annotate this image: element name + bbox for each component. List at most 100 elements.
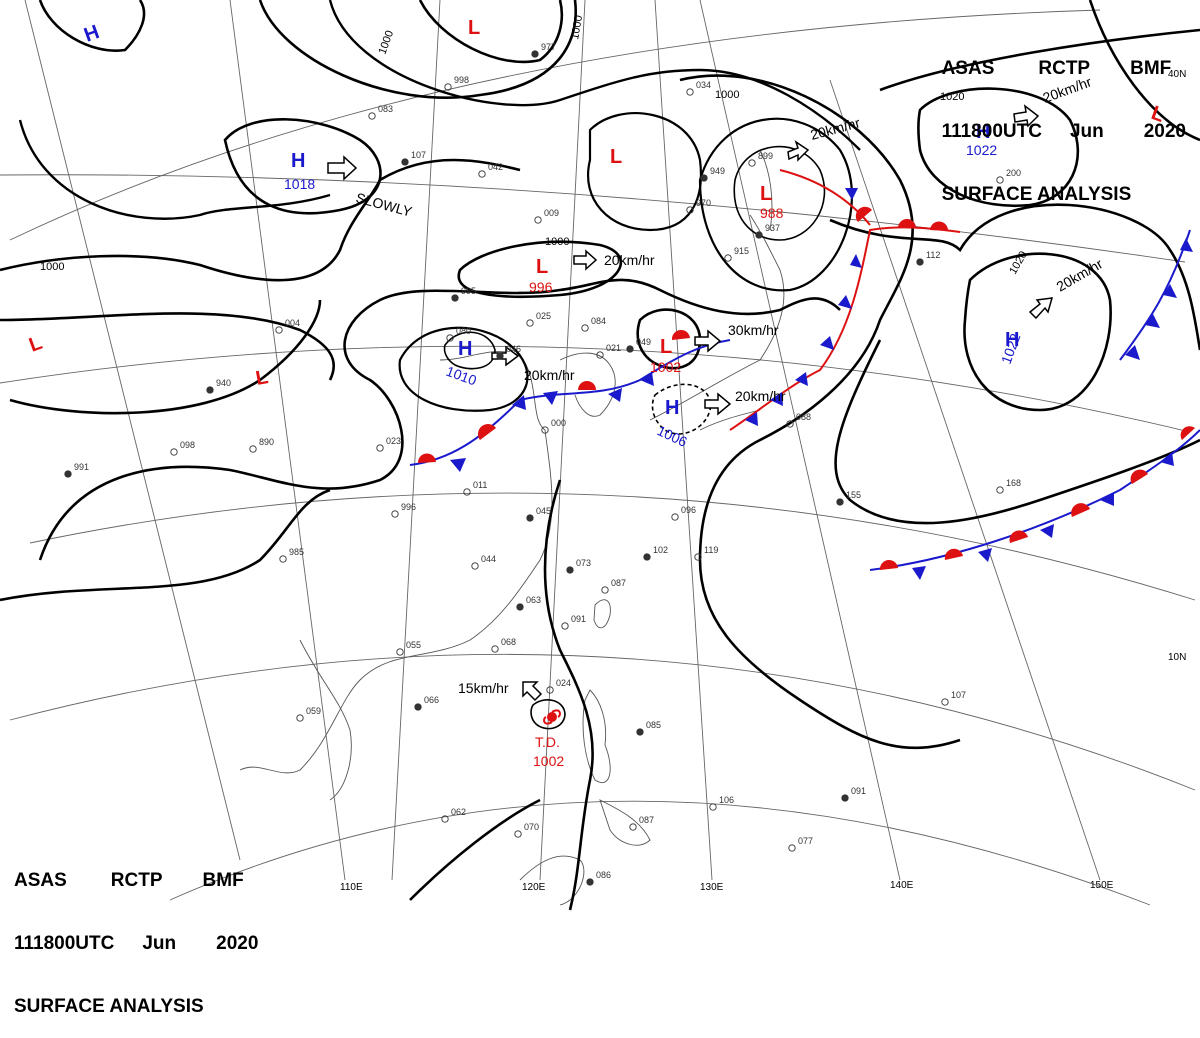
station-marker — [996, 486, 1004, 494]
low-center-value: 988 — [760, 205, 784, 221]
pressure-centers: H H 1018 L L L 996 H 1010 L 1002 H 1006 … — [26, 17, 1167, 769]
header-office: BMF — [202, 870, 244, 891]
longitude-label: 120E — [522, 882, 546, 893]
stationary-front — [409, 339, 731, 466]
isobar-label: 1000 — [40, 261, 64, 273]
station-pressure: 011 — [473, 480, 487, 490]
low-center-value: 996 — [529, 279, 553, 295]
header-line-2: 111800UTC Jun 2020 — [14, 933, 258, 954]
station-marker — [531, 50, 539, 58]
meridian — [24, 0, 241, 861]
station-marker — [686, 206, 694, 214]
header-source: ASAS — [14, 870, 67, 891]
meridian — [229, 0, 346, 881]
high-center-value: 1018 — [284, 176, 315, 192]
td-center-value: 1002 — [533, 753, 564, 769]
isobar — [443, 331, 496, 370]
coastline-korea — [559, 352, 616, 417]
graticule — [0, 0, 1196, 906]
station-pressure: 098 — [180, 440, 195, 450]
header-office: BMF — [1130, 58, 1172, 79]
station-pressure: 985 — [289, 547, 304, 557]
coastline-indochina — [299, 639, 352, 801]
cold-front-marker — [912, 566, 926, 580]
td-symbol-arm — [543, 716, 553, 725]
low-center-symbol: L — [536, 256, 548, 278]
station-marker — [788, 844, 796, 852]
stationary-front — [869, 429, 1200, 571]
cold-front-marker — [1145, 314, 1160, 328]
station-pressure: 059 — [306, 706, 321, 716]
station-marker — [451, 294, 459, 302]
warm-front-marker — [879, 559, 898, 570]
high-center-symbol: H — [291, 150, 305, 172]
station-pressure: 024 — [556, 678, 571, 688]
station-marker — [526, 514, 534, 522]
isobar — [9, 299, 322, 415]
station-pressure: 084 — [591, 316, 606, 326]
warm-front-marker — [898, 219, 916, 228]
station-pressure: 055 — [406, 640, 421, 650]
isobar-label: 1000 — [569, 14, 585, 40]
latitude-line — [9, 653, 1196, 791]
station-marker — [836, 498, 844, 506]
station-pressure: 970 — [696, 198, 711, 208]
station-marker — [755, 231, 763, 239]
latitude-line — [29, 492, 1196, 601]
cold-front-marker — [770, 392, 783, 406]
header-year: 2020 — [1143, 121, 1186, 142]
isobar — [258, 0, 577, 99]
station-pressure: 080 — [456, 326, 471, 336]
meridian — [829, 79, 1101, 881]
station-pressure: 998 — [454, 75, 469, 85]
meridian — [539, 0, 586, 881]
station-pressure: 025 — [536, 311, 551, 321]
latitude-line — [0, 174, 1186, 263]
station-pressure: 119 — [704, 545, 718, 555]
station-pressure: 034 — [696, 80, 711, 90]
station-pressure: 088 — [796, 412, 811, 422]
motion-arrow — [787, 140, 810, 162]
station-pressure: 086 — [596, 870, 611, 880]
graticule-labels: 110E 120E 130E 140E 150E 10N 40N — [340, 69, 1186, 893]
cold-front-marker — [1040, 524, 1054, 538]
station-pressure: 021 — [606, 343, 621, 353]
station-marker — [414, 703, 422, 711]
station-marker — [526, 319, 534, 327]
station-pressure: 940 — [216, 378, 231, 388]
station-marker — [941, 698, 949, 706]
coastline-japan — [649, 214, 785, 431]
header-source: ASAS — [941, 58, 995, 79]
station-marker — [64, 470, 72, 478]
motion-label: 15km/hr — [458, 680, 509, 696]
header-station: RCTP — [110, 870, 163, 891]
isobar-label: 1000 — [545, 236, 569, 248]
isobar — [328, 0, 861, 151]
header-line-1: ASAS RCTP BMF — [14, 870, 258, 891]
station-pressure: 937 — [765, 223, 780, 233]
warm-front-marker — [671, 329, 690, 340]
coastline-taiwan — [593, 599, 611, 629]
coastlines — [239, 149, 785, 906]
header-time: 111800UTC — [14, 933, 115, 954]
station-marker — [396, 648, 404, 656]
longitude-label: 150E — [1090, 880, 1114, 891]
cold-front-marker — [795, 372, 808, 386]
header-month: Jun — [142, 933, 177, 954]
cold-front-marker — [845, 188, 858, 200]
cold-front-marker — [1160, 452, 1174, 466]
station-marker — [249, 445, 257, 453]
cold-front-marker — [1180, 238, 1193, 252]
isobar — [1088, 0, 1200, 142]
station-marker — [671, 513, 679, 521]
station-marker — [516, 603, 524, 611]
high-center-symbol: H — [976, 121, 990, 143]
header-month: Jun — [1069, 121, 1104, 142]
motion-arrow — [694, 329, 722, 353]
station-marker — [275, 326, 283, 334]
warm-front-marker — [417, 453, 436, 463]
station-pressure: 070 — [524, 822, 539, 832]
station-pressure: 042 — [488, 162, 503, 172]
map-background — [0, 0, 1200, 920]
isobar — [409, 798, 541, 901]
